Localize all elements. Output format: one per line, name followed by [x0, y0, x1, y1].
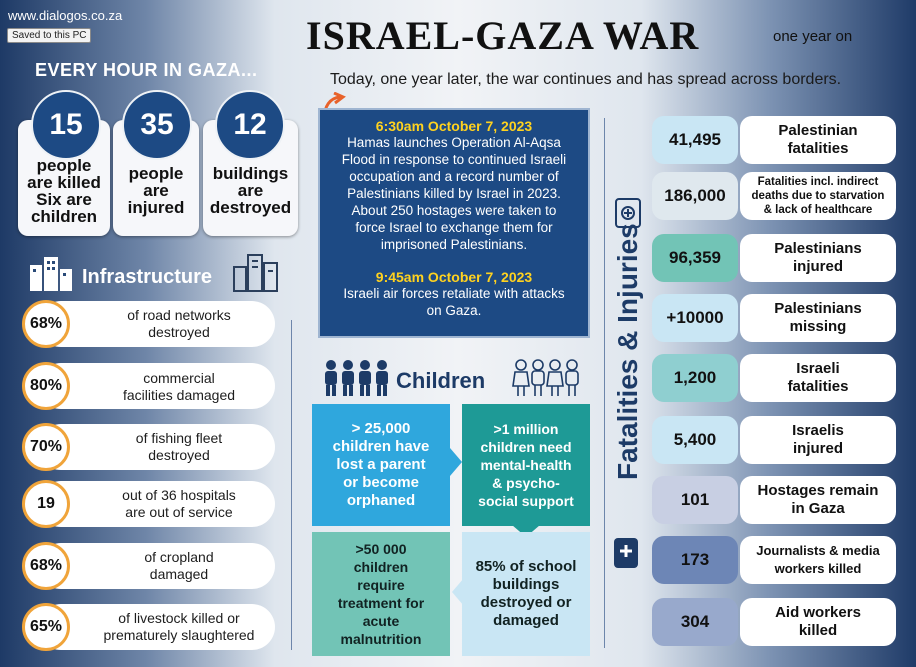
- arrow-notch-down: [512, 525, 540, 537]
- buildings-icon: [30, 257, 72, 291]
- children-schools-box: 85% of school buildings destroyed or damage…: [462, 532, 590, 656]
- ambulance-icon: [614, 538, 638, 568]
- infra-text-hospitals: out of 36 hospitals are out of service: [122, 487, 236, 520]
- infra-pill-roads: [38, 301, 275, 347]
- event2-text: Israeli air forces retaliate with attack…: [343, 286, 565, 318]
- children-outline-icon: [512, 359, 579, 396]
- hour-number-killed: 15: [31, 90, 101, 160]
- fat-num-israelis-injured: 5,400: [652, 416, 738, 464]
- infra-value-cropland: 68%: [22, 542, 70, 590]
- infra-text-livestock: of livestock killed or prematurely slaugh…: [103, 610, 255, 643]
- ambulance-outline-icon: [615, 198, 641, 228]
- fat-label-palestinian-fatalities: Palestinian fatalities: [740, 116, 896, 164]
- children-heading: Children: [396, 368, 486, 393]
- every-hour-heading: EVERY HOUR IN GAZA...: [35, 60, 258, 80]
- event1-time: 6:30am October 7, 2023: [375, 118, 533, 134]
- fatalities-heading: Fatalities & Injuries: [612, 223, 643, 480]
- hour-text-injured: people are injured: [127, 164, 185, 217]
- fat-label-palestinians-injured: Palestinians injured: [740, 234, 896, 282]
- page-title: ISRAEL-GAZA WAR: [306, 13, 700, 58]
- fat-num-aid-workers: 304: [652, 598, 738, 646]
- hour-text-buildings: buildings are destroyed: [209, 164, 292, 217]
- infra-value-livestock: 65%: [22, 603, 70, 651]
- hour-number-buildings: 12: [215, 90, 285, 160]
- fat-label-indirect-deaths: Fatalities incl. indirect deaths due to s…: [740, 172, 896, 220]
- event2-time: 9:45am October 7, 2023: [375, 269, 533, 285]
- city-outline-icon: [233, 254, 278, 292]
- children-group-icon: [325, 360, 388, 396]
- infra-pill-hospitals: [38, 481, 275, 527]
- fat-label-palestinians-missing: Palestinians missing: [740, 294, 896, 342]
- fat-label-journalists: Journalists & media workers killed: [740, 536, 896, 584]
- infra-text-fishing: of fishing fleet destroyed: [135, 430, 223, 463]
- fat-num-hostages: 101: [652, 476, 738, 524]
- fat-num-palestinian-fatalities: 41,495: [652, 116, 738, 164]
- fat-label-hostages: Hostages remain in Gaza: [740, 476, 896, 524]
- timeline-box: 6:30am October 7, 2023 Hamas launches Op…: [318, 108, 590, 338]
- fat-num-israeli-fatalities: 1,200: [652, 354, 738, 402]
- infra-value-commercial: 80%: [22, 362, 70, 410]
- fat-label-aid-workers: Aid workers killed: [740, 598, 896, 646]
- infra-text-commercial: commercial facilities damaged: [122, 370, 236, 403]
- infra-text-cropland: of cropland damaged: [144, 549, 214, 582]
- fat-num-palestinians-missing: +10000: [652, 294, 738, 342]
- infra-pill-commercial: [38, 363, 275, 409]
- divider-left: [291, 320, 292, 650]
- fat-label-israelis-injured: Israelis injured: [740, 416, 896, 464]
- hour-number-injured: 35: [122, 90, 192, 160]
- infra-text-roads: of road networks destroyed: [127, 307, 231, 340]
- hour-text-killed: people are killed Six are children: [27, 156, 101, 226]
- children-malnutrition-box: >50 000 children require treatment for acute…: [312, 532, 450, 656]
- tagline: Today, one year later, the war continues…: [330, 71, 842, 88]
- infra-pill-cropland: [38, 543, 275, 589]
- event1-text: Hamas launches Operation Al-Aqsa Flood in…: [341, 135, 567, 252]
- infrastructure-heading: Infrastructure: [82, 266, 213, 288]
- infra-value-hospitals: 19: [22, 480, 70, 528]
- fat-num-journalists: 173: [652, 536, 738, 584]
- fat-num-palestinians-injured: 96,359: [652, 234, 738, 282]
- infra-value-roads: 68%: [22, 300, 70, 348]
- children-mental-health-box: >1 million children need mental-health & ps…: [462, 404, 590, 526]
- page-subtitle: one year on: [773, 28, 853, 45]
- infra-pill-livestock: [38, 604, 275, 650]
- divider-right: [604, 118, 605, 648]
- infra-pill-fishing: [38, 424, 275, 470]
- site-url[interactable]: www.dialogos.co.za: [8, 8, 123, 23]
- fat-label-israeli-fatalities: Israeli fatalities: [740, 354, 896, 402]
- arrow-notch-right: [450, 448, 462, 476]
- fat-num-indirect-deaths: 186,000: [652, 172, 738, 220]
- saved-to-pc-badge[interactable]: Saved to this PC: [7, 28, 92, 43]
- infra-value-fishing: 70%: [22, 423, 70, 471]
- children-orphaned-box: > 25,000 children have lost a parent or bec…: [312, 404, 450, 526]
- arrow-notch-left: [452, 578, 464, 606]
